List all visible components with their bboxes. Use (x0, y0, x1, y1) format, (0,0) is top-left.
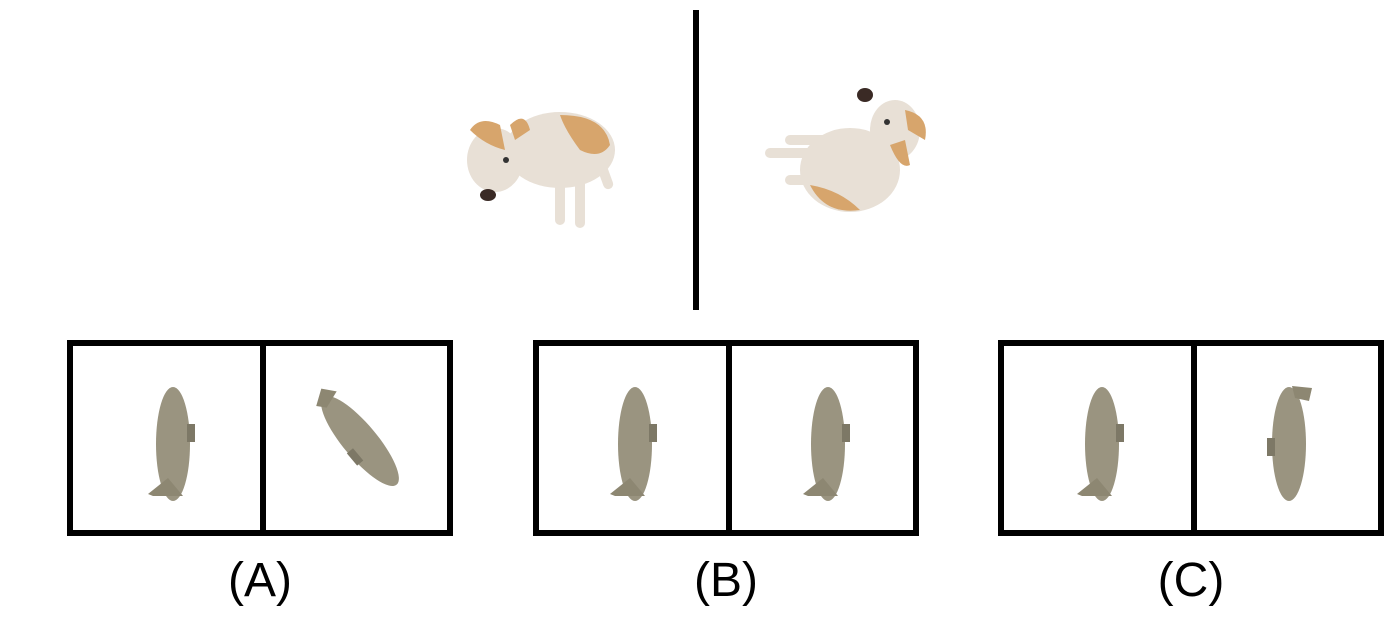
option-a-divider (260, 346, 266, 530)
option-b-view-left (610, 387, 657, 501)
object-icon (1077, 387, 1124, 501)
object-icon (148, 387, 195, 501)
option-a-panel[interactable] (67, 340, 453, 536)
option-c-divider (1191, 346, 1197, 530)
reference-dog-left-image (467, 112, 615, 228)
dog-icon (467, 112, 615, 228)
option-b-view-right (803, 387, 850, 501)
object-icon (1267, 386, 1312, 501)
option-c-view-right (1267, 386, 1312, 501)
option-b-panel[interactable] (533, 340, 919, 536)
option-a-label: (A) (228, 554, 292, 607)
option-b-label: (B) (694, 554, 758, 607)
reference-divider (693, 10, 699, 310)
dog-icon (765, 88, 926, 212)
option-a-view-left (148, 387, 195, 501)
object-icon (316, 388, 399, 487)
option-c-view-left (1077, 387, 1124, 501)
option-b-divider (726, 346, 732, 530)
reference-dog-right-image (765, 88, 926, 212)
option-c-label: (C) (1157, 554, 1225, 607)
option-a-view-right (316, 388, 399, 487)
object-icon (803, 387, 850, 501)
object-icon (610, 387, 657, 501)
option-c-panel[interactable] (998, 340, 1384, 536)
